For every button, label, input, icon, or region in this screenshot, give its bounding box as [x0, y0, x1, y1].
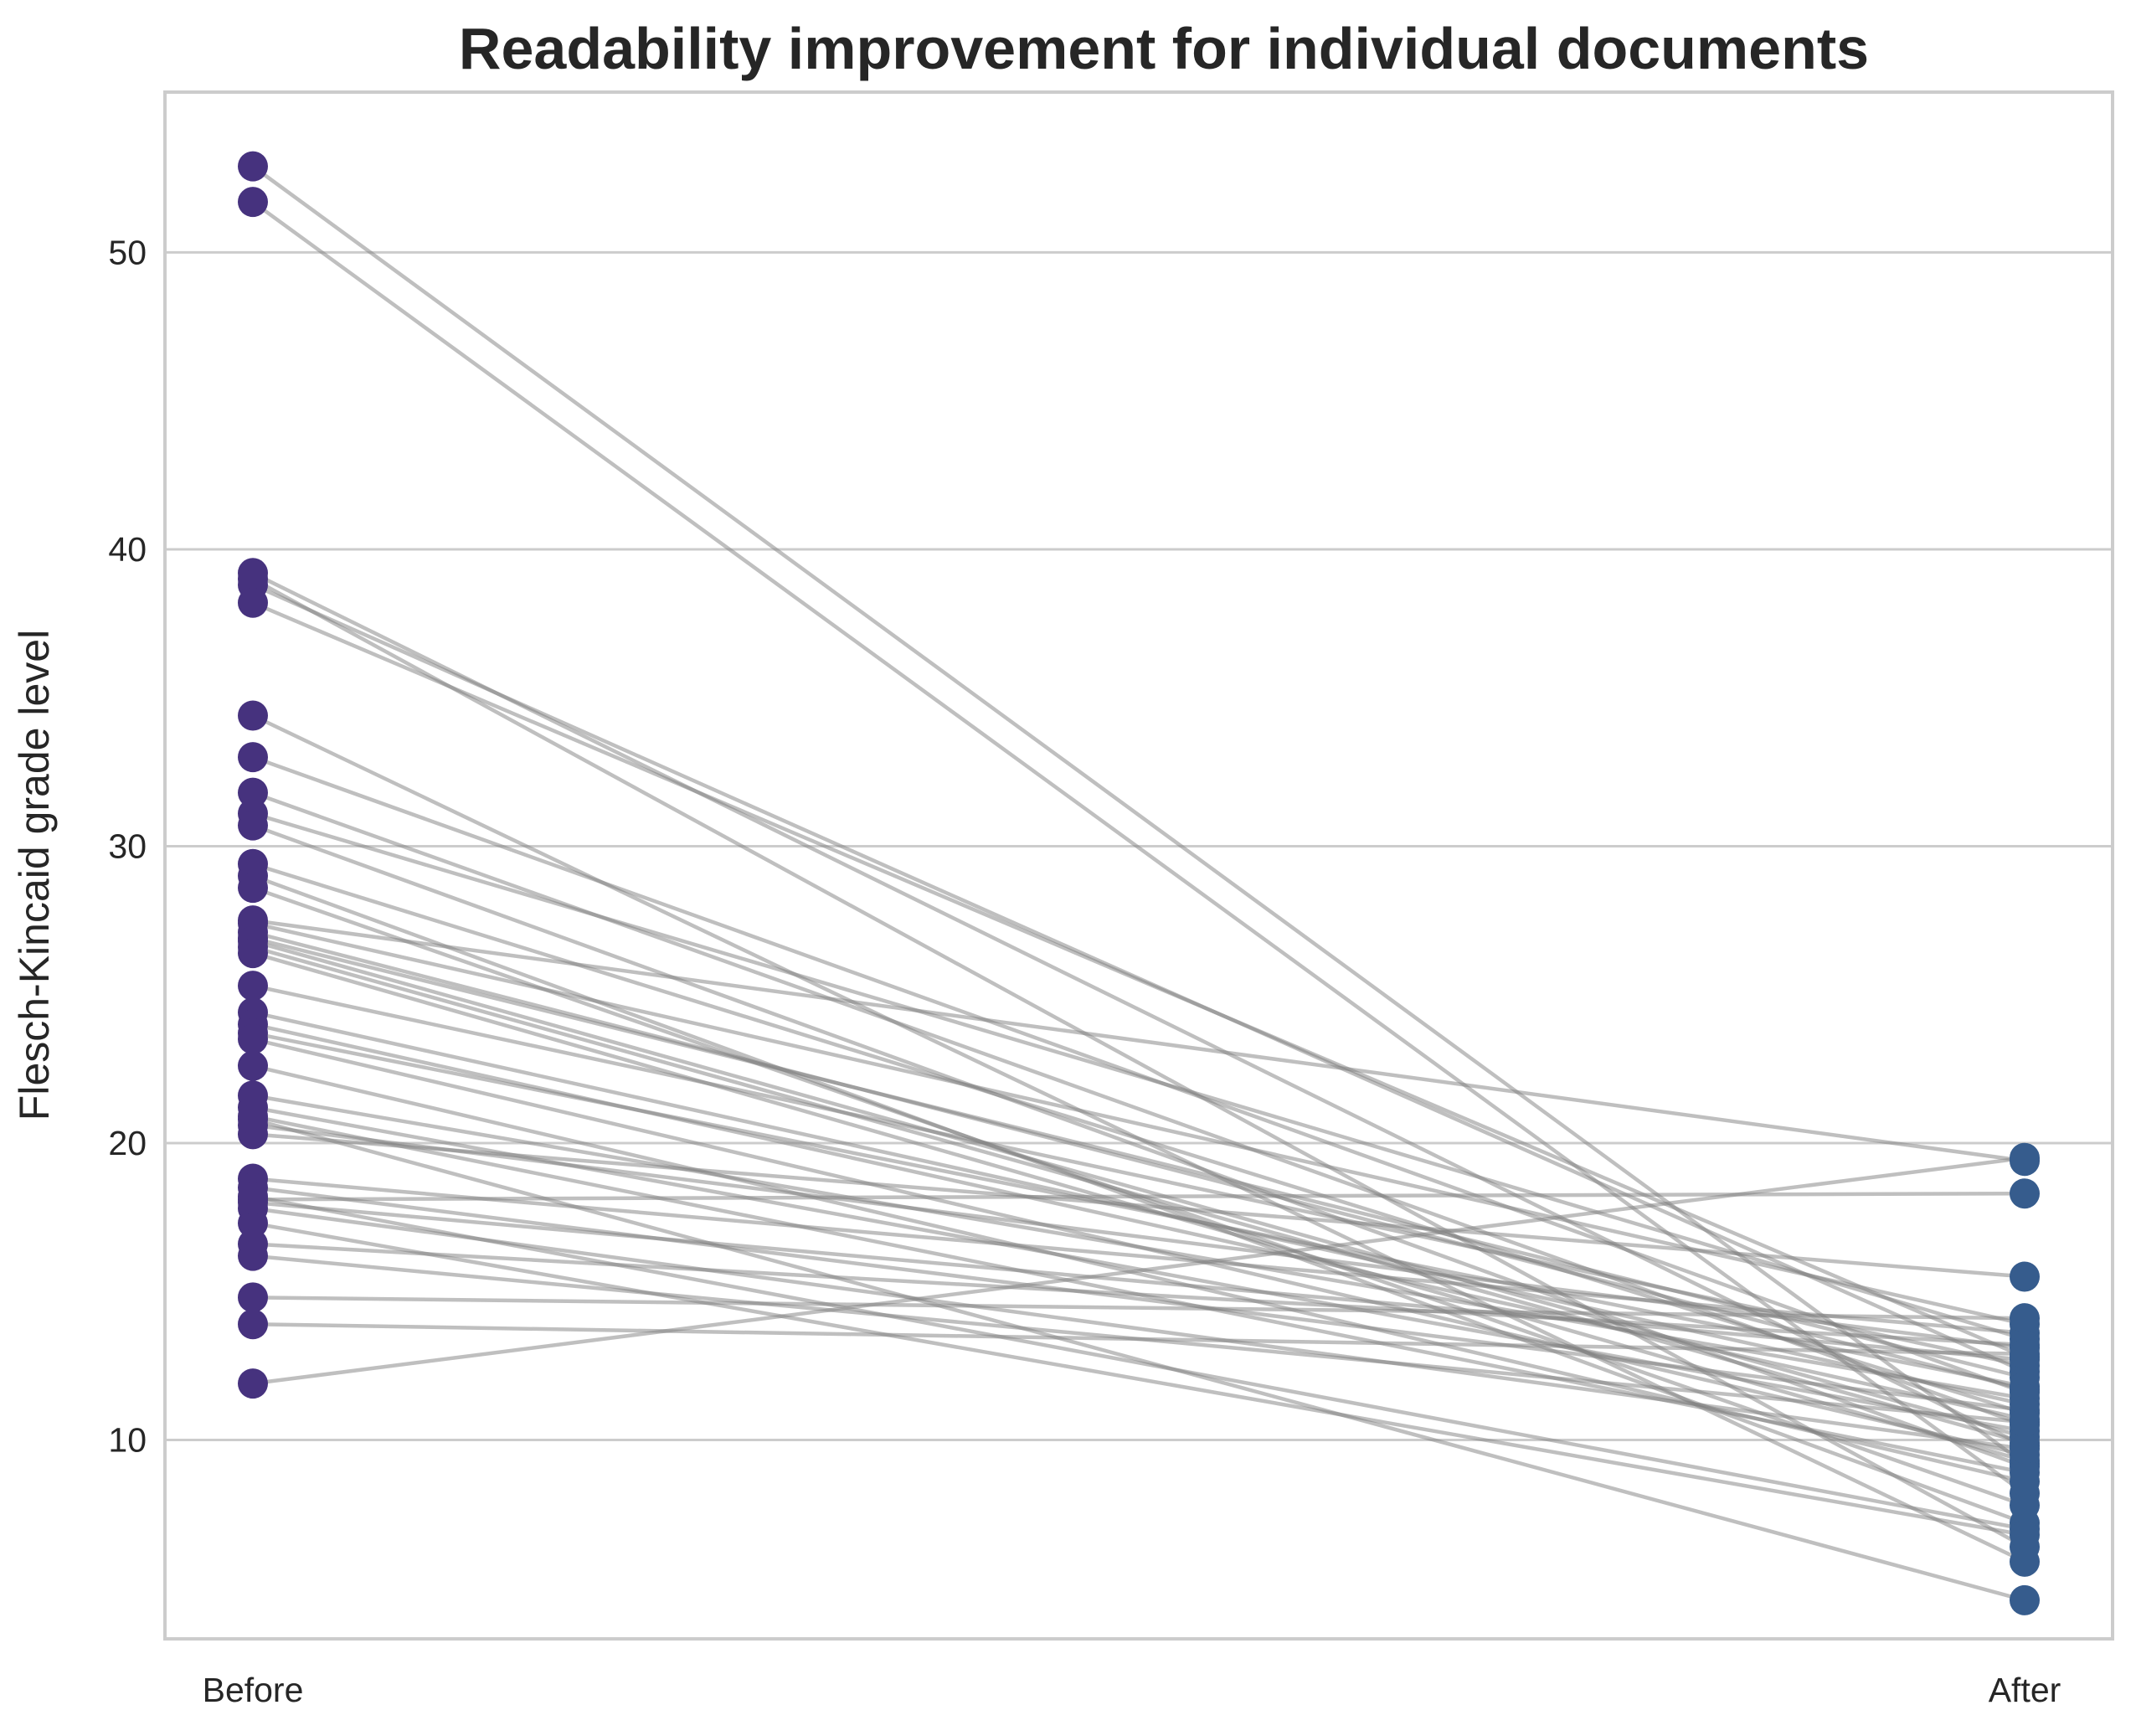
- before-point-26: [238, 1023, 268, 1054]
- before-point-9: [238, 777, 268, 808]
- before-point-41: [238, 1282, 268, 1313]
- before-point-8: [238, 742, 268, 773]
- doc-line-44: [252, 1156, 2025, 1386]
- before-point-6: [238, 587, 268, 618]
- before-point-7: [238, 700, 268, 731]
- connector-lines: [251, 164, 2026, 1603]
- after-point-32: [2010, 1261, 2040, 1292]
- x-tick-labels: Before After: [203, 1671, 2061, 1709]
- after-point-44: [2010, 1142, 2040, 1173]
- before-point-11: [238, 810, 268, 841]
- chart-title: Readability improvement for individual d…: [459, 16, 1869, 81]
- plot-frame: [163, 90, 2114, 1641]
- after-point-14: [2010, 1490, 2040, 1521]
- doc-line-25: [252, 1031, 2025, 1388]
- data-points: [238, 151, 2040, 1615]
- before-point-45: [238, 1104, 268, 1135]
- y-tick-30: 30: [108, 827, 147, 865]
- doc-line-9: [252, 791, 2025, 1427]
- doc-line-24: [252, 1022, 2025, 1421]
- doc-line-22: [252, 983, 2025, 1368]
- y-tick-50: 50: [108, 233, 147, 271]
- doc-line-39: [252, 1242, 2025, 1347]
- before-point-40: [238, 1240, 268, 1271]
- before-point-44: [238, 1368, 268, 1399]
- after-point-37: [2010, 1434, 2040, 1465]
- y-axis-label: Flesch-Kincaid grade level: [11, 630, 58, 1120]
- before-point-22: [238, 971, 268, 1002]
- before-point-27: [238, 1050, 268, 1081]
- y-tick-labels: 10 20 30 40 50: [108, 233, 147, 1459]
- before-point-38: [238, 1208, 268, 1239]
- doc-line-12: [252, 862, 2025, 1415]
- doc-line-34: [252, 1185, 2025, 1413]
- before-point-2: [238, 187, 268, 218]
- doc-line-32: [252, 1132, 2025, 1279]
- y-tick-20: 20: [108, 1124, 147, 1162]
- after-point-38: [2010, 1519, 2040, 1550]
- doc-line-42: [252, 1321, 2025, 1356]
- doc-line-36: [252, 1200, 2025, 1363]
- doc-line-35: [252, 1194, 2025, 1532]
- doc-line-6: [252, 600, 2025, 1359]
- doc-line-3: [252, 571, 2025, 1448]
- before-point-42: [238, 1309, 268, 1340]
- before-point-14: [238, 873, 268, 904]
- y-tick-10: 10: [108, 1420, 147, 1459]
- before-point-43: [238, 1184, 268, 1215]
- after-point-30: [2010, 1457, 2040, 1488]
- doc-line-37: [252, 1206, 2025, 1451]
- after-point-41: [2010, 1303, 2040, 1334]
- after-point-45: [2010, 1584, 2040, 1615]
- doc-line-16: [252, 921, 2025, 1326]
- doc-line-15: [252, 918, 2025, 1163]
- doc-line-17: [252, 930, 2025, 1392]
- before-point-21: [238, 938, 268, 969]
- doc-line-38: [252, 1221, 2025, 1538]
- after-point-42: [2010, 1338, 2040, 1369]
- doc-line-2: [251, 200, 2026, 1496]
- doc-line-1: [251, 164, 2026, 1466]
- x-tick-before: Before: [203, 1671, 304, 1709]
- after-point-40: [2010, 1407, 2040, 1438]
- doc-line-18: [252, 936, 2025, 1380]
- y-tick-40: 40: [108, 530, 147, 569]
- doc-line-31: [252, 1123, 2025, 1350]
- doc-line-13: [252, 873, 2025, 1525]
- after-point-43: [2010, 1178, 2040, 1209]
- before-point-1: [238, 151, 268, 182]
- doc-line-41: [252, 1296, 2025, 1321]
- x-tick-after: After: [1989, 1671, 2061, 1709]
- doc-line-45: [252, 1117, 2025, 1603]
- after-point-7: [2010, 1546, 2040, 1577]
- doc-line-4: [251, 577, 2026, 1549]
- doc-line-33: [252, 1177, 2025, 1336]
